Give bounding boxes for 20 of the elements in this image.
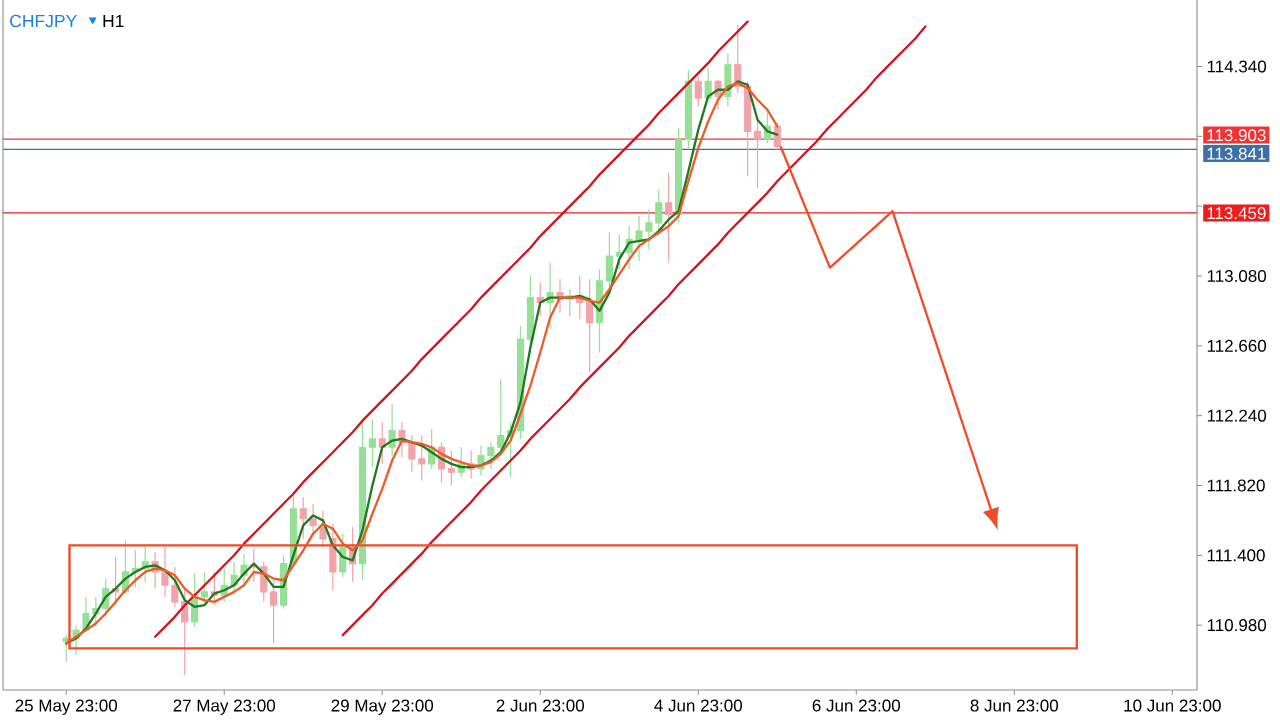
x-tick-label: 6 Jun 23:00 bbox=[812, 699, 901, 712]
x-tick-label: 29 May 23:00 bbox=[331, 699, 434, 715]
text: H1 bbox=[103, 14, 124, 27]
y-tick-label: 111.820 bbox=[1207, 479, 1265, 492]
text: CHFJPY bbox=[10, 14, 77, 28]
y-tick-label: 112.240 bbox=[1207, 409, 1267, 422]
x-tick-label: 2 Jun 23:00 bbox=[496, 699, 584, 712]
x-tick-label: 8 Jun 23:00 bbox=[970, 699, 1059, 712]
y-tick-label: 114.340 bbox=[1207, 60, 1267, 73]
y-tick-label: 110.980 bbox=[1207, 619, 1267, 632]
ref-line-label: 113.841 bbox=[1207, 147, 1266, 160]
x-tick-label: 4 Jun 23:00 bbox=[654, 699, 743, 712]
y-tick-label: 111.400 bbox=[1207, 549, 1265, 562]
x-tick-label: 10 Jun 23:00 bbox=[1124, 699, 1221, 712]
ref-line-label: 113.459 bbox=[1207, 207, 1266, 220]
x-tick-label: 25 May 23:00 bbox=[15, 699, 118, 715]
y-tick-label: 112.660 bbox=[1207, 339, 1267, 352]
ref-line-label: 113.903 bbox=[1207, 129, 1266, 142]
y-tick-label: 113.080 bbox=[1207, 269, 1267, 283]
x-tick-label: 27 May 23:00 bbox=[173, 699, 276, 715]
